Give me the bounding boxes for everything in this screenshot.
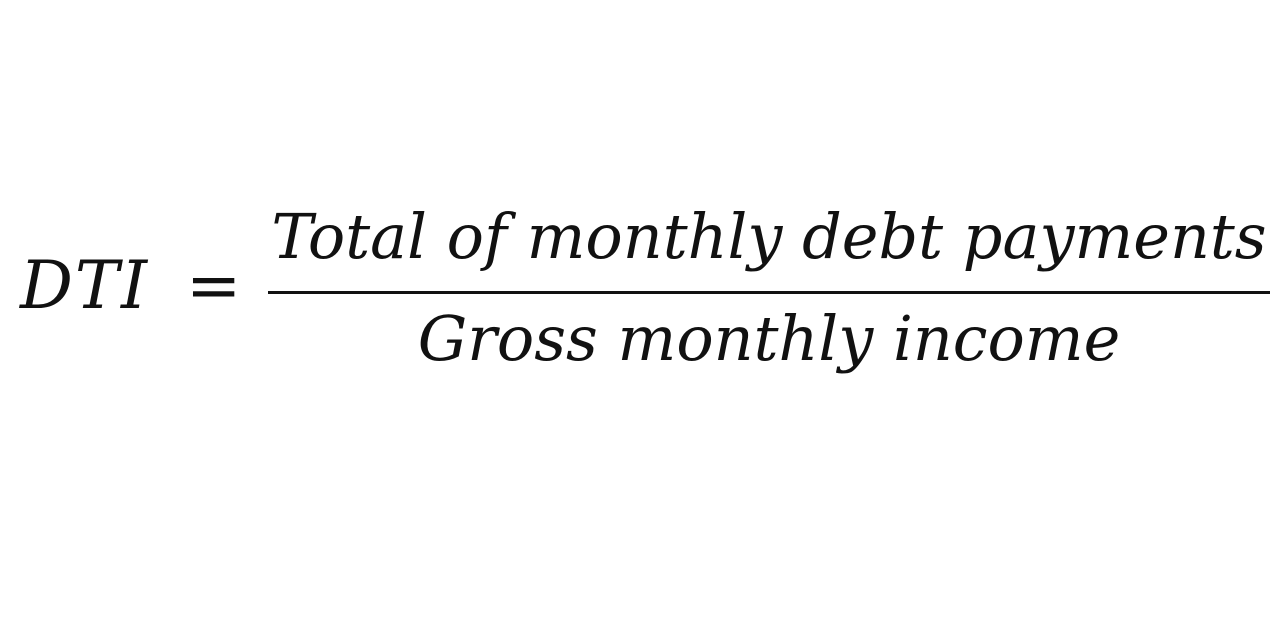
formula-lhs: DTI: [20, 250, 149, 322]
fraction-numerator: Total of monthly debt payments: [268, 201, 1270, 273]
equals-sign: =: [186, 250, 241, 322]
fraction-bar: [268, 291, 1270, 294]
fraction: Total of monthly debt payments Gross mon…: [268, 195, 1270, 385]
fraction-denominator: Gross monthly income: [268, 303, 1270, 375]
